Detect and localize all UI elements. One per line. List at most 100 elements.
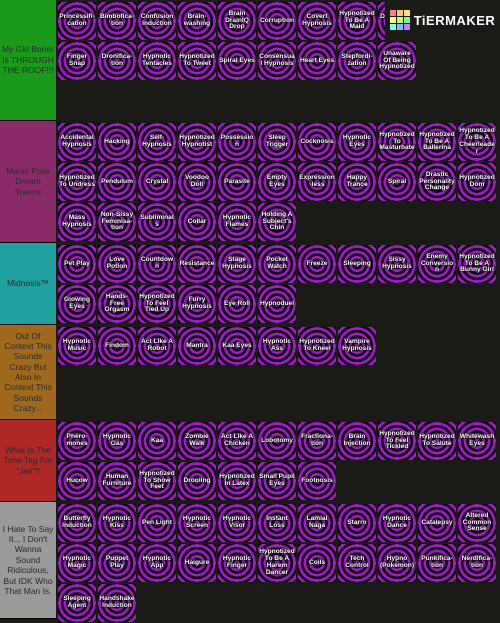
tier-item-tile[interactable]: Self-Hypnosis: [137, 122, 177, 162]
tier-item-tile[interactable]: Voodoo Doll: [177, 162, 217, 202]
tier-item-tile[interactable]: Whitewash Eyes: [457, 421, 497, 461]
tier-item-tile[interactable]: Accidental Hypnosis: [57, 122, 97, 162]
tier-item-tile[interactable]: Mantra: [177, 326, 217, 366]
tier-item-tile[interactable]: Collar: [177, 202, 217, 242]
tier-item-tile[interactable]: Stepfordi-zation: [337, 41, 377, 81]
tier-item-tile[interactable]: Pendulum: [97, 162, 137, 202]
tier-item-tile[interactable]: Eye Roll: [217, 284, 257, 324]
tier-item-tile[interactable]: Hands-Free Orgasm: [97, 284, 137, 324]
tier-item-tile[interactable]: Pocket Watch: [257, 244, 297, 284]
tier-item-tile[interactable]: Puppet Play: [97, 543, 137, 583]
tier-item-tile[interactable]: Finger Snap: [57, 41, 97, 81]
tier-item-tile[interactable]: Hypnotized To Be A Cheerleader: [457, 122, 497, 162]
tier-item-tile[interactable]: Hypnotized To Tweet: [177, 41, 217, 81]
tier-item-tile[interactable]: Instant Loss: [257, 503, 297, 543]
tier-item-tile[interactable]: Nerdifica-tion: [457, 543, 497, 583]
tier-item-tile[interactable]: Mass Hypnosis: [57, 202, 97, 242]
tier-item-tile[interactable]: Resistance: [177, 244, 217, 284]
tier-item-tile[interactable]: Stage Hypnosis: [217, 244, 257, 284]
tier-item-tile[interactable]: Hypnotic Visor: [217, 503, 257, 543]
tier-item-tile[interactable]: Consensual Hypnosis: [257, 41, 297, 81]
tier-item-tile[interactable]: Subliminals: [137, 202, 177, 242]
tier-item-tile[interactable]: Fractiona-tion: [297, 421, 337, 461]
tier-item-tile[interactable]: Altered Common Sense: [457, 503, 497, 543]
tier-item-tile[interactable]: Pen Light: [137, 503, 177, 543]
tier-item-tile[interactable]: Hypnotized To Feel Tickled: [377, 421, 417, 461]
tiermaker-logo[interactable]: TiERMAKER: [385, 0, 500, 40]
tier-item-tile[interactable]: Happy Trance: [337, 162, 377, 202]
tier-item-tile[interactable]: Hypnotized To Be A Harem Dancer: [257, 543, 297, 583]
tier-item-tile[interactable]: Possession: [217, 122, 257, 162]
tier-item-tile[interactable]: Confusion Induction: [137, 1, 177, 41]
tier-item-tile[interactable]: Corruption: [257, 1, 297, 41]
tier-item-tile[interactable]: Butterfly Induction: [57, 503, 97, 543]
tier-item-tile[interactable]: Hypnotized To Be A Maid: [337, 1, 377, 41]
tier-item-tile[interactable]: Hypnotic Finger: [217, 543, 257, 583]
tier-item-tile[interactable]: Hypnotized To Kneel: [297, 326, 337, 366]
tier-item-tile[interactable]: Hypnotic Tentacles: [137, 41, 177, 81]
tier-item-tile[interactable]: Hypnotized Dom: [457, 162, 497, 202]
tier-item-tile[interactable]: Footnosis: [297, 461, 337, 501]
tier-item-tile[interactable]: Heart Eyes: [297, 41, 337, 81]
tier-item-tile[interactable]: Countdown: [137, 244, 177, 284]
tier-item-tile[interactable]: Haigure: [177, 543, 217, 583]
tier-item-tile[interactable]: Brain DrainIQ Drop: [217, 1, 257, 41]
tier-item-tile[interactable]: Love Potion: [97, 244, 137, 284]
tier-item-tile[interactable]: Hypnotized Hypnotist: [177, 122, 217, 162]
tier-item-tile[interactable]: Glowing Eyes: [57, 284, 97, 324]
tier-item-tile[interactable]: Crystal: [137, 162, 177, 202]
tier-item-tile[interactable]: Kaa: [137, 421, 177, 461]
tier-item-tile[interactable]: Hypno (Pokemon): [377, 543, 417, 583]
tier-item-tile[interactable]: Freeze: [297, 244, 337, 284]
tier-item-tile[interactable]: Sleeping: [337, 244, 377, 284]
tier-item-tile[interactable]: Hypnotic Eyes: [337, 122, 377, 162]
tier-item-tile[interactable]: Tech Control: [337, 543, 377, 583]
tier-item-tile[interactable]: Furry Hypnosis: [177, 284, 217, 324]
tier-item-tile[interactable]: Findom: [97, 326, 137, 366]
tier-item-tile[interactable]: Hypnotic Music: [57, 326, 97, 366]
tier-item-tile[interactable]: Pet Play: [57, 244, 97, 284]
tier-item-tile[interactable]: Hypnotic Kiss: [97, 503, 137, 543]
tier-item-tile[interactable]: Hypnotized To Be A Bunny Girl: [457, 244, 497, 284]
tier-item-tile[interactable]: Hypnotic Magic: [57, 543, 97, 583]
tier-item-tile[interactable]: Enemy Conversion: [417, 244, 457, 284]
tier-item-tile[interactable]: Hypnotized In Latex: [217, 461, 257, 501]
tier-item-tile[interactable]: Hypnotic App: [137, 543, 177, 583]
tier-item-tile[interactable]: Hypnotized To Feel Tied Up: [137, 284, 177, 324]
tier-item-tile[interactable]: Bimbofica-tion: [97, 1, 137, 41]
tier-item-tile[interactable]: Hypnotic Screen: [177, 503, 217, 543]
tier-item-tile[interactable]: Phero-mones: [57, 421, 97, 461]
tier-item-tile[interactable]: Unaware Of Being Hypnotized: [377, 41, 417, 81]
tier-item-tile[interactable]: Cocknosis: [297, 122, 337, 162]
tier-item-tile[interactable]: Covert Hypnosis: [297, 1, 337, 41]
tier-item-tile[interactable]: Sissy Hypnosis: [377, 244, 417, 284]
tier-item-tile[interactable]: Hypnotized To Be A Ballerina: [417, 122, 457, 162]
tier-item-tile[interactable]: Hypnotic Flames: [217, 202, 257, 242]
tier-item-tile[interactable]: Hypnotized To Undress: [57, 162, 97, 202]
tier-item-tile[interactable]: Human Furniture: [97, 461, 137, 501]
tier-item-tile[interactable]: Empty Eyes: [257, 162, 297, 202]
tier-item-tile[interactable]: Spiral Eyes: [217, 41, 257, 81]
tier-item-tile[interactable]: Parasite: [217, 162, 257, 202]
tier-item-tile[interactable]: Princessifi-cation: [57, 1, 97, 41]
tier-item-tile[interactable]: Coils: [297, 543, 337, 583]
tier-item-tile[interactable]: Vampire Hypnosis: [337, 326, 377, 366]
tier-item-tile[interactable]: Small Pupil Eyes: [257, 461, 297, 501]
tier-item-tile[interactable]: Act Like A Robot: [137, 326, 177, 366]
tier-item-tile[interactable]: Lamial Naga: [297, 503, 337, 543]
tier-item-tile[interactable]: Hypnotized To Show Feet: [137, 461, 177, 501]
tier-item-tile[interactable]: Hypnotic Dance: [377, 503, 417, 543]
tier-item-tile[interactable]: Hypnotized To Masturbate: [377, 122, 417, 162]
tier-item-tile[interactable]: Non-Sissy Feminisa-tion: [97, 202, 137, 242]
tier-item-tile[interactable]: Lobotomy: [257, 421, 297, 461]
tier-item-tile[interactable]: Hypnotic Gas: [97, 421, 137, 461]
tier-item-tile[interactable]: Sleep Trigger: [257, 122, 297, 162]
tier-item-tile[interactable]: Punkifica-tion: [417, 543, 457, 583]
tier-item-tile[interactable]: Hucow: [57, 461, 97, 501]
tier-item-tile[interactable]: Spiral: [377, 162, 417, 202]
tier-item-tile[interactable]: Hypnotized To Salute: [417, 421, 457, 461]
tier-item-tile[interactable]: Brain Injection: [337, 421, 377, 461]
tier-item-tile[interactable]: Drooling: [177, 461, 217, 501]
tier-item-tile[interactable]: Brain-washing: [177, 1, 217, 41]
tier-item-tile[interactable]: Hacking: [97, 122, 137, 162]
